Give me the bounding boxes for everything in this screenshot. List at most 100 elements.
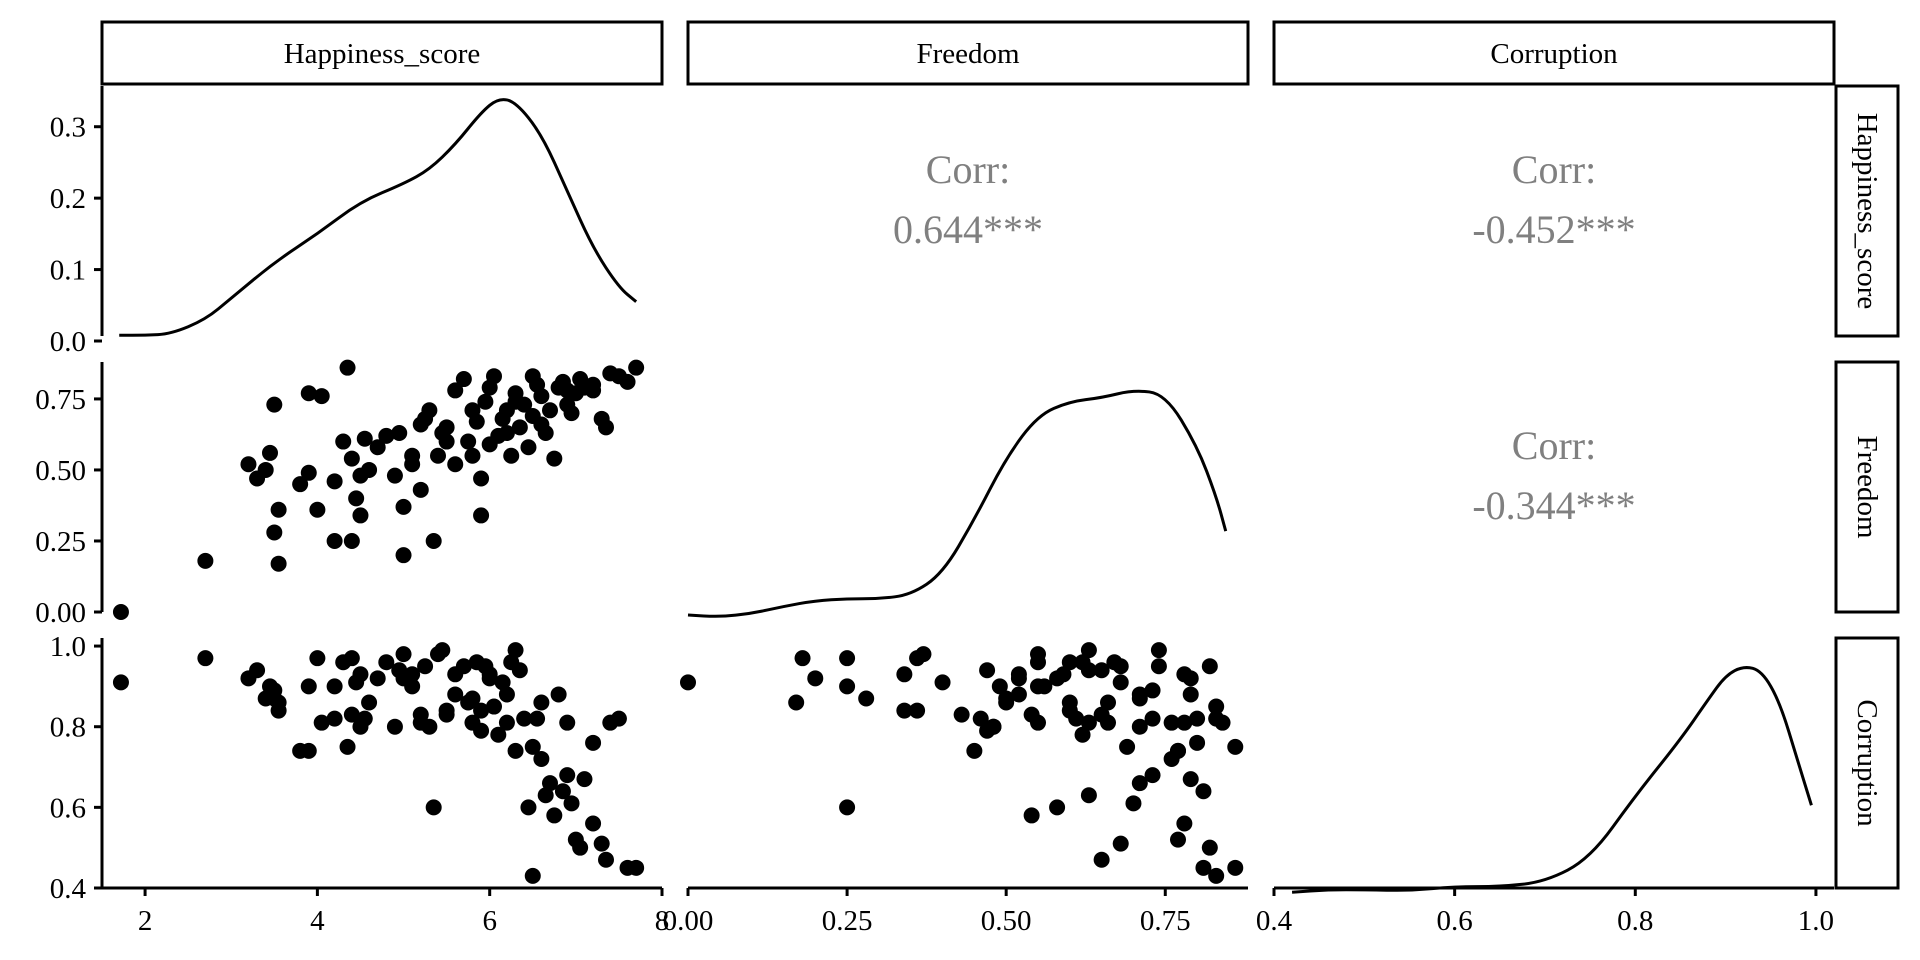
scatter-point	[1049, 799, 1066, 816]
scatter-point	[343, 650, 360, 667]
density-line-freedom	[687, 389, 1228, 618]
corr-label: Corr:	[1512, 423, 1596, 468]
scatter-point	[1030, 678, 1046, 695]
scatter-point	[343, 532, 360, 549]
scatter-point	[593, 835, 610, 852]
scatter-point	[516, 710, 533, 727]
strip-right-corruption	[1834, 636, 1900, 890]
scatter-point	[1119, 738, 1136, 755]
scatter-point	[909, 702, 926, 719]
scatter-point	[266, 524, 283, 541]
scatter-point	[473, 722, 490, 739]
scatter-point	[533, 750, 550, 767]
scatter-point	[966, 742, 983, 759]
x-tick-label: 0.6	[1437, 905, 1473, 937]
scatter-point	[1182, 686, 1199, 703]
scatter-point	[369, 670, 386, 687]
scatter-point	[1208, 698, 1225, 715]
x-tick-label: 0.50	[981, 905, 1032, 937]
scatter-point	[839, 678, 856, 695]
y-tick-label: 0.4	[50, 873, 87, 905]
scatter-point	[1010, 666, 1027, 683]
scatter-point	[356, 430, 373, 447]
scatter-point	[1227, 859, 1244, 876]
x-tick-label: 4	[310, 905, 325, 937]
scatter-point	[498, 425, 515, 442]
scatter-point	[438, 706, 455, 723]
y-tick-label: 1.0	[50, 631, 86, 663]
scatter-point	[266, 682, 283, 699]
scatter-point	[1030, 654, 1046, 671]
scatter-point	[542, 775, 558, 792]
scatter-point	[1131, 690, 1148, 707]
scatter-point	[1201, 839, 1218, 856]
strip-top-happiness-score	[100, 20, 664, 86]
scatter-point	[979, 722, 996, 739]
scatter-point	[610, 710, 627, 727]
scatter-point	[270, 501, 287, 518]
scatter-point	[300, 385, 317, 402]
scatter-point	[361, 461, 378, 478]
scatter-point	[1074, 726, 1091, 743]
scatter-point	[326, 678, 343, 695]
scatter-point	[300, 678, 317, 695]
scatter-point	[524, 867, 541, 884]
scatter-point	[628, 359, 645, 376]
scatter-point	[464, 402, 481, 419]
scatter-point	[1182, 771, 1199, 788]
scatter-point	[1093, 662, 1110, 679]
scatter-point	[464, 690, 481, 707]
scatter-point	[197, 650, 214, 667]
scatter-point	[896, 666, 913, 683]
scatter-point	[240, 456, 257, 473]
scatter-point	[1176, 815, 1193, 832]
x-tick-label: 0.4	[1256, 905, 1293, 937]
scatter-point	[1106, 654, 1123, 671]
scatter-point	[533, 694, 550, 711]
scatter-point	[490, 726, 507, 743]
scatter-point	[335, 433, 352, 450]
scatter-point	[585, 815, 602, 832]
strip-right-happiness-score	[1834, 84, 1900, 338]
scatter-point	[270, 702, 287, 719]
scatter-point	[559, 767, 576, 784]
scatter-point	[559, 714, 576, 731]
scatter-point	[915, 646, 932, 663]
scatter-point	[473, 702, 490, 719]
scatter-point	[563, 405, 580, 422]
scatter-point	[112, 674, 129, 691]
density-line-happiness-score	[119, 98, 638, 337]
scatter-point	[979, 662, 996, 679]
scatter-point	[507, 742, 524, 759]
scatter-point	[313, 388, 330, 405]
scatter-point	[486, 698, 502, 715]
scatter-point	[559, 382, 576, 399]
scatter-point	[1208, 710, 1225, 727]
scatter-point	[533, 416, 550, 433]
corr-label: Corr:	[1512, 147, 1596, 192]
scatter-point	[1080, 642, 1097, 659]
scatter-point	[542, 402, 558, 419]
scatter-point	[1227, 738, 1244, 755]
scatter-point	[313, 714, 330, 731]
x-tick-label: 8	[655, 905, 670, 937]
scatter-point	[1195, 783, 1212, 800]
scatter-point	[953, 706, 970, 723]
scatter-point	[1189, 710, 1206, 727]
scatter-point	[1201, 658, 1218, 675]
scatter-point	[554, 783, 571, 800]
scatter-point	[404, 456, 421, 473]
y-tick-label: 0.3	[50, 112, 86, 144]
corr-value: -0.452***	[1472, 207, 1635, 252]
scatter-point	[934, 674, 951, 691]
scatter-point	[572, 839, 589, 856]
scatter-point	[197, 552, 214, 569]
scatter-point	[369, 439, 386, 456]
scatter-point	[455, 371, 472, 388]
scatter-point	[550, 686, 567, 703]
y-tick-label: 0.50	[35, 455, 86, 487]
strip-top-freedom	[686, 20, 1250, 86]
scatter-point	[343, 706, 360, 723]
scatter-point	[266, 396, 283, 413]
